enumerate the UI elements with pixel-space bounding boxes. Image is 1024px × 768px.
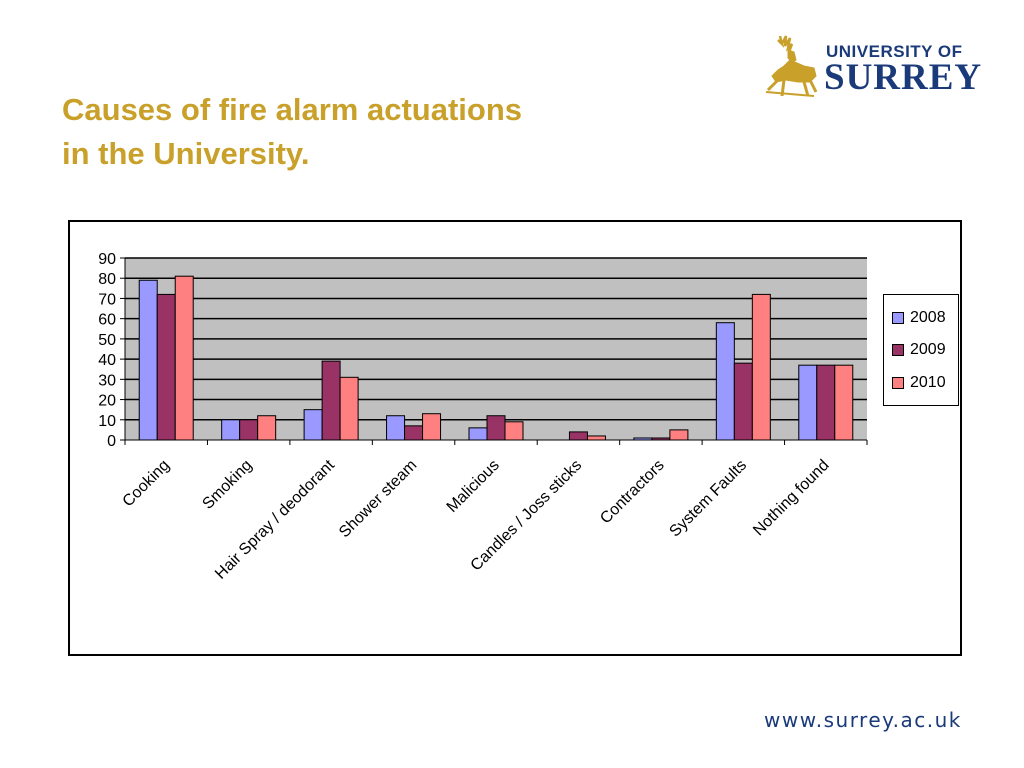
bar-2010: [751, 293, 771, 441]
legend-label: 2008: [910, 309, 946, 326]
x-tick-label: Contractors: [597, 457, 668, 528]
y-tick-label: 30: [98, 372, 116, 389]
bar-2009: [816, 364, 836, 441]
bar-2008: [468, 427, 488, 441]
website-url: www.surrey.ac.uk: [764, 708, 962, 732]
x-tick-label: Shower steam: [336, 457, 420, 541]
y-tick-label: 20: [98, 393, 116, 410]
y-tick-label: 10: [98, 413, 116, 430]
y-tick-label: 60: [98, 312, 116, 329]
bar-2008: [303, 409, 323, 441]
bar-2009: [239, 419, 259, 441]
x-tick-label: Malicious: [444, 457, 503, 516]
bar-2009: [321, 360, 341, 441]
y-tick-label: 90: [98, 251, 116, 268]
bar-2009: [568, 431, 588, 441]
logo-university-of: UNIVERSITY OF: [826, 42, 963, 61]
bar-2010: [339, 376, 359, 441]
bar-2010: [669, 429, 689, 441]
legend-swatch-2009: [892, 344, 904, 356]
bar-2009: [486, 415, 506, 441]
legend-label: 2010: [910, 374, 946, 391]
chart-area: 0 10 20 30 40 50 60 70 80 90 Cooking Smoking Hair S…: [68, 220, 962, 656]
chart-legend: 2008 2009 2010: [883, 294, 959, 406]
logo-surrey: SURREY: [824, 57, 983, 98]
bar-2010: [422, 413, 442, 441]
x-tick-label: System Faults: [666, 457, 750, 541]
bar-2010: [504, 421, 524, 441]
bar-2010: [174, 275, 194, 441]
y-tick-label: 0: [107, 433, 116, 450]
slide-title: Causes of fire alarm actuations in the U…: [62, 88, 522, 176]
bar-2010: [586, 435, 606, 441]
title-line-1: Causes of fire alarm actuations: [62, 92, 522, 127]
bar-2010: [834, 364, 854, 441]
bar-2009: [404, 425, 424, 441]
bar-2008: [715, 322, 735, 441]
bar-2008: [221, 419, 241, 441]
bar-2008: [798, 364, 818, 441]
legend-swatch-2008: [892, 312, 904, 324]
y-tick-label: 80: [98, 271, 116, 288]
legend-swatch-2010: [892, 377, 904, 389]
x-tick-label: Smoking: [199, 457, 255, 513]
y-tick-label: 70: [98, 291, 116, 308]
bar-2008: [138, 279, 158, 441]
bar-2010: [257, 415, 277, 441]
stag-icon: [765, 35, 818, 97]
university-logo: UNIVERSITY OF SURREY: [758, 30, 994, 106]
y-tick-label: 40: [98, 352, 116, 369]
x-tick-label: Nothing found: [750, 457, 832, 539]
bar-2009: [733, 362, 753, 441]
bar-2009: [156, 293, 176, 441]
title-line-2: in the University.: [62, 136, 310, 171]
bar-2008: [386, 415, 406, 441]
y-tick-label: 50: [98, 332, 116, 349]
x-tick-label: Cooking: [120, 457, 174, 511]
legend-label: 2009: [910, 341, 946, 358]
